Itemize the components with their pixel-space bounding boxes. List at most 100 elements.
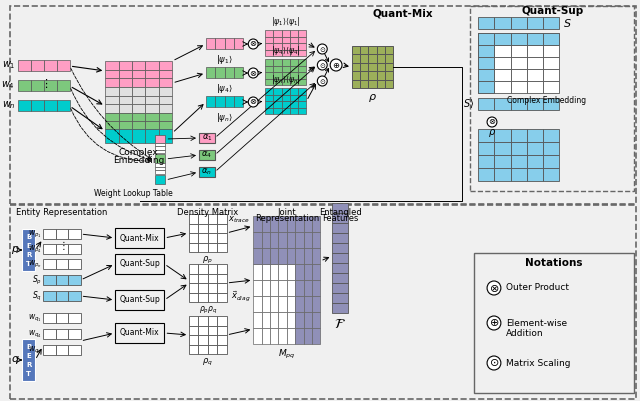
- Bar: [527, 168, 543, 181]
- Bar: [265, 95, 273, 101]
- Bar: [377, 63, 385, 71]
- Text: $|\psi_n\rangle$: $|\psi_n\rangle$: [216, 111, 233, 124]
- Bar: [217, 283, 227, 292]
- Bar: [262, 328, 270, 344]
- Text: $\oplus$: $\oplus$: [332, 61, 340, 69]
- Bar: [303, 248, 312, 264]
- Circle shape: [487, 316, 501, 330]
- Bar: [44, 100, 57, 111]
- Bar: [159, 96, 172, 104]
- Bar: [385, 80, 394, 88]
- Bar: [295, 248, 303, 264]
- Bar: [56, 259, 68, 269]
- Bar: [273, 95, 282, 101]
- Bar: [217, 344, 227, 354]
- Bar: [332, 223, 348, 233]
- Bar: [159, 113, 172, 121]
- Bar: [303, 216, 312, 232]
- Bar: [290, 43, 298, 49]
- Text: Complex: Complex: [119, 148, 159, 157]
- Text: E: E: [26, 353, 31, 359]
- Bar: [265, 36, 273, 43]
- Bar: [273, 30, 282, 36]
- Bar: [68, 229, 81, 239]
- Bar: [478, 33, 494, 45]
- Bar: [215, 38, 225, 49]
- Bar: [369, 55, 377, 63]
- Bar: [377, 80, 385, 88]
- Bar: [68, 244, 81, 254]
- Bar: [298, 101, 307, 107]
- Bar: [511, 69, 527, 81]
- Text: $\rho_p$: $\rho_p$: [202, 255, 213, 266]
- Bar: [118, 61, 132, 70]
- Bar: [118, 96, 132, 104]
- Bar: [290, 79, 298, 85]
- Bar: [44, 80, 57, 91]
- Bar: [278, 328, 287, 344]
- Text: $|\psi_1\rangle\langle\psi_1|$: $|\psi_1\rangle\langle\psi_1|$: [271, 15, 301, 28]
- Text: $\alpha_n$: $\alpha_n$: [202, 167, 212, 177]
- Bar: [295, 312, 303, 328]
- Bar: [159, 70, 172, 78]
- Bar: [118, 113, 132, 121]
- Bar: [290, 65, 298, 72]
- Bar: [494, 17, 511, 29]
- Bar: [352, 46, 360, 55]
- Text: Features: Features: [322, 214, 358, 223]
- Text: $w_n$: $w_n$: [2, 99, 15, 111]
- Bar: [282, 95, 290, 101]
- Bar: [189, 233, 198, 243]
- Bar: [115, 290, 164, 310]
- Bar: [543, 81, 559, 93]
- Bar: [262, 232, 270, 248]
- Circle shape: [248, 68, 258, 78]
- Bar: [225, 96, 234, 107]
- Bar: [273, 59, 282, 65]
- Bar: [198, 273, 208, 283]
- Bar: [44, 60, 57, 71]
- Circle shape: [248, 39, 258, 49]
- Bar: [43, 259, 56, 269]
- Bar: [273, 79, 282, 85]
- Bar: [511, 155, 527, 168]
- Bar: [543, 45, 559, 57]
- Bar: [132, 78, 145, 87]
- Bar: [543, 33, 559, 45]
- Bar: [198, 223, 208, 233]
- Bar: [478, 69, 494, 81]
- Text: Entangled: Entangled: [319, 208, 362, 217]
- Circle shape: [487, 281, 501, 295]
- Text: $\rho_p\rho_q$: $\rho_p\rho_q$: [198, 305, 217, 316]
- Text: $|\psi_n\rangle\langle\psi_n|$: $|\psi_n\rangle\langle\psi_n|$: [271, 73, 301, 86]
- Bar: [543, 69, 559, 81]
- Bar: [270, 264, 278, 280]
- Bar: [298, 65, 307, 72]
- Bar: [253, 328, 262, 344]
- Bar: [56, 291, 68, 301]
- Bar: [253, 232, 262, 248]
- Bar: [154, 163, 165, 167]
- Bar: [31, 100, 44, 111]
- Bar: [312, 312, 320, 328]
- Bar: [198, 243, 208, 252]
- Bar: [105, 129, 118, 143]
- Bar: [145, 121, 159, 129]
- Bar: [19, 60, 31, 71]
- Bar: [303, 328, 312, 344]
- Bar: [217, 264, 227, 273]
- Bar: [494, 142, 511, 155]
- Bar: [295, 296, 303, 312]
- Bar: [273, 65, 282, 72]
- Text: $p$: $p$: [11, 244, 19, 256]
- Bar: [527, 81, 543, 93]
- Text: Quant-Mix: Quant-Mix: [120, 233, 159, 243]
- Text: $w_{p_4}$: $w_{p_4}$: [28, 243, 42, 255]
- Text: Representation: Representation: [255, 214, 319, 223]
- Bar: [543, 142, 559, 155]
- Bar: [198, 292, 208, 302]
- Bar: [145, 96, 159, 104]
- Bar: [511, 33, 527, 45]
- Bar: [290, 30, 298, 36]
- Bar: [198, 344, 208, 354]
